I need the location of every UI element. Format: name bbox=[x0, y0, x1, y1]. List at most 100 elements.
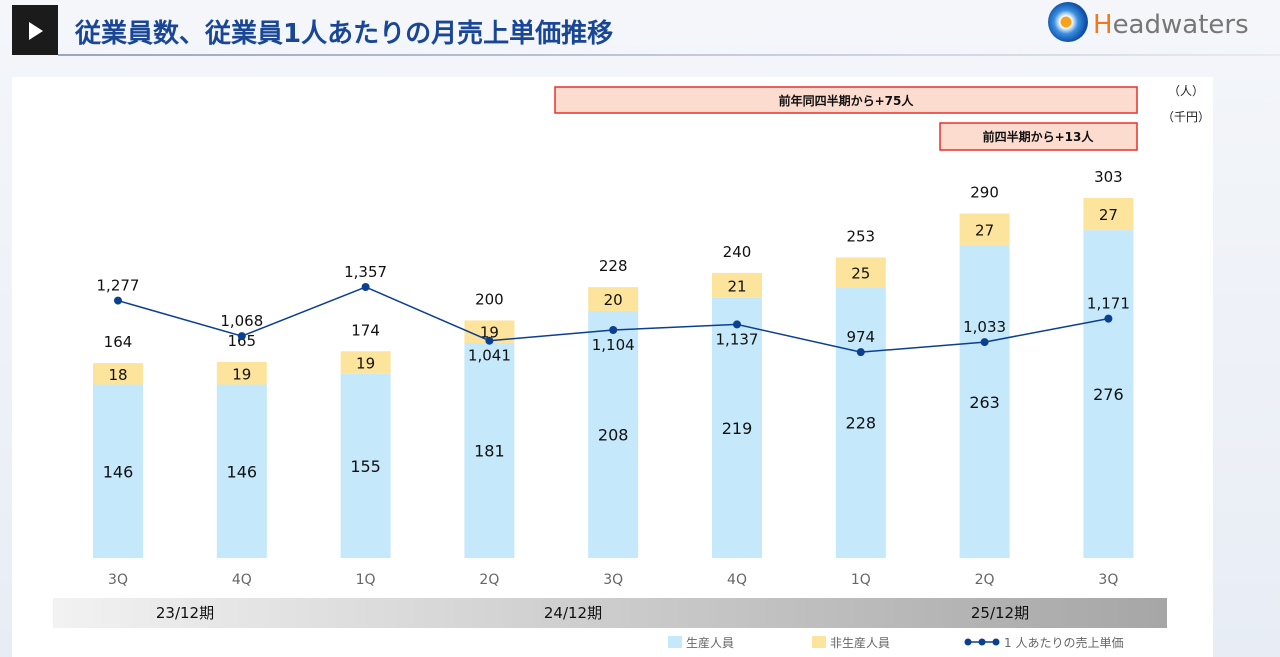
x-tick-label: 4Q bbox=[727, 572, 747, 588]
line-point bbox=[733, 320, 741, 329]
data-label-non-production: 21 bbox=[727, 277, 746, 295]
period-label: 24/12期 bbox=[544, 604, 602, 622]
data-label-non-production: 25 bbox=[851, 264, 870, 282]
data-label-production: 228 bbox=[846, 414, 877, 433]
bar-production bbox=[216, 384, 267, 558]
data-label-production: 146 bbox=[103, 462, 134, 481]
bar-production bbox=[464, 342, 515, 558]
x-tick-label: 3Q bbox=[603, 572, 623, 588]
qoq-box bbox=[939, 122, 1138, 151]
x-tick-label: 3Q bbox=[1098, 572, 1118, 588]
data-label-unit-price: 974 bbox=[846, 328, 875, 346]
bar-non-production bbox=[588, 287, 639, 311]
x-tick-label: 1Q bbox=[356, 572, 376, 588]
x-tick-label: 3Q bbox=[108, 572, 128, 588]
data-label-unit-price: 1,041 bbox=[468, 347, 511, 365]
logo-mark bbox=[1048, 2, 1088, 42]
line-point bbox=[1104, 314, 1113, 323]
x-tick-label: 1Q bbox=[851, 572, 871, 588]
qoq-label: 前四半期から+13人 bbox=[983, 129, 1095, 144]
legend-marker bbox=[992, 638, 1000, 646]
data-label-unit-price: 1,104 bbox=[592, 336, 635, 354]
bar-non-production bbox=[464, 320, 515, 343]
data-label-total: 174 bbox=[351, 321, 380, 339]
data-label-total: 164 bbox=[104, 333, 133, 351]
annotations: 前年同四半期から+75人 前四半期から+13人 （人） （千円） bbox=[554, 84, 1210, 151]
bar-non-production bbox=[216, 361, 267, 385]
bar-non-production bbox=[712, 272, 762, 298]
yoy-label: 前年同四半期から+75人 bbox=[779, 93, 915, 108]
legend-swatch-production bbox=[668, 636, 682, 648]
play-icon bbox=[29, 22, 43, 40]
legend-swatch-non-production bbox=[812, 636, 826, 648]
bar-production bbox=[712, 297, 762, 558]
data-label-non-production: 19 bbox=[232, 365, 251, 383]
unit-price-line: 1,277 1,068 1,357 1,041 1,104 1,137 974 1,033 1,… bbox=[97, 263, 1130, 365]
bar-production bbox=[835, 287, 886, 558]
line-point bbox=[856, 348, 865, 357]
page-title: 従業員数、従業員1人あたりの月売上単価推移 bbox=[74, 19, 613, 49]
data-label-non-production: 19 bbox=[480, 324, 499, 342]
legend-marker bbox=[964, 638, 972, 646]
data-label-production: 263 bbox=[969, 393, 1000, 412]
line-point bbox=[361, 283, 370, 291]
unit-yen: （千円） bbox=[1162, 110, 1210, 124]
x-tick-label: 2Q bbox=[975, 572, 995, 588]
header: 従業員数、従業員1人あたりの月売上単価推移 Headwaters bbox=[12, 2, 1280, 56]
data-label-total: 303 bbox=[1094, 168, 1123, 186]
data-label-non-production: 19 bbox=[356, 355, 375, 373]
data-label-unit-price: 1,068 bbox=[220, 312, 263, 330]
data-label-total: 253 bbox=[846, 227, 875, 245]
data-label-total: 200 bbox=[475, 290, 504, 308]
bar-non-production bbox=[959, 213, 1010, 246]
bar-production bbox=[340, 373, 391, 558]
x-tick-label: 2Q bbox=[479, 572, 499, 588]
data-label-unit-price: 1,137 bbox=[716, 330, 759, 348]
logo-text: Headwaters bbox=[1093, 10, 1249, 40]
unit-people: （人） bbox=[1168, 84, 1204, 98]
data-label-unit-price: 1,277 bbox=[97, 277, 140, 295]
bar-production bbox=[959, 245, 1010, 558]
data-label-total: 228 bbox=[599, 257, 628, 275]
legend-label: 1 人あたりの売上単価 bbox=[1004, 635, 1123, 650]
line-point bbox=[609, 326, 618, 335]
data-label-total: 165 bbox=[227, 332, 256, 350]
data-label-production: 181 bbox=[474, 441, 505, 460]
line-point bbox=[237, 332, 246, 341]
yoy-box bbox=[554, 86, 1138, 114]
bar-production bbox=[588, 310, 639, 558]
bars: 146 18 164 146 19 165 155 19 174 181 19 200 208 20 228… bbox=[93, 168, 1134, 558]
period-band bbox=[53, 598, 1167, 628]
legend-label: 生産人員 bbox=[686, 635, 734, 650]
legend-label: 非生産人員 bbox=[830, 635, 890, 650]
data-label-unit-price: 1,171 bbox=[1087, 295, 1130, 313]
data-label-total: 240 bbox=[723, 243, 752, 261]
bar-production bbox=[93, 384, 143, 558]
period-label: 25/12期 bbox=[971, 604, 1029, 622]
data-label-total: 290 bbox=[970, 183, 999, 201]
line-point bbox=[114, 296, 122, 305]
data-label-non-production: 20 bbox=[604, 291, 623, 309]
data-label-non-production: 27 bbox=[1099, 206, 1118, 224]
data-label-unit-price: 1,033 bbox=[963, 318, 1006, 336]
data-label-non-production: 27 bbox=[975, 222, 994, 240]
bar-non-production bbox=[1083, 198, 1134, 231]
title-underline bbox=[58, 54, 1280, 56]
legend: 生産人員 非生産人員 1 人あたりの売上単価 bbox=[668, 635, 1123, 650]
legend-marker bbox=[978, 638, 986, 646]
data-label-non-production: 18 bbox=[108, 366, 127, 384]
data-label-production: 155 bbox=[350, 457, 381, 476]
bar-non-production bbox=[835, 257, 886, 288]
data-label-production: 219 bbox=[722, 419, 753, 438]
data-label-production: 208 bbox=[598, 425, 629, 444]
line-point bbox=[980, 338, 989, 347]
bar-production bbox=[1083, 230, 1134, 558]
data-label-production: 276 bbox=[1093, 385, 1124, 404]
line-point bbox=[485, 336, 494, 345]
x-tick-label: 4Q bbox=[232, 572, 252, 588]
bar-non-production bbox=[340, 351, 391, 374]
bar-non-production bbox=[93, 363, 143, 385]
data-label-unit-price: 1,357 bbox=[344, 263, 387, 281]
period-label: 23/12期 bbox=[156, 604, 214, 622]
